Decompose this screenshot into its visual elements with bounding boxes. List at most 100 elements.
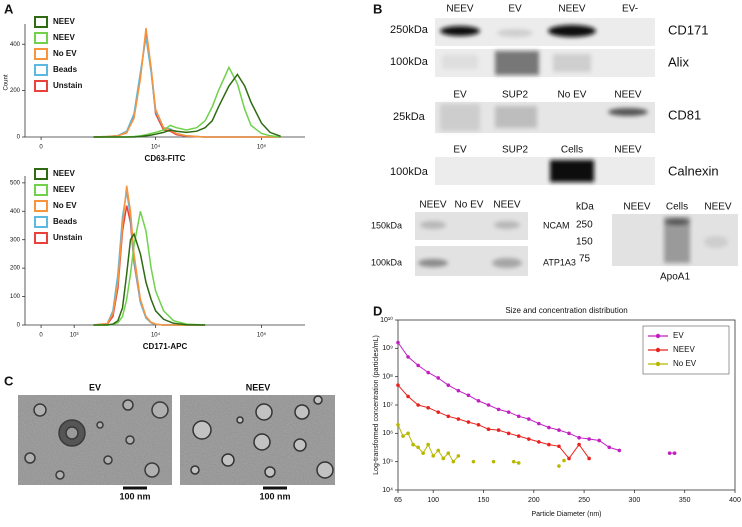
series-line bbox=[93, 37, 281, 138]
legend-label: NEEV bbox=[673, 345, 695, 354]
legend-label: NEEV bbox=[53, 33, 75, 42]
series-line bbox=[93, 211, 206, 326]
legend-label: Beads bbox=[53, 217, 78, 226]
data-point bbox=[471, 459, 476, 464]
lane-label: NEEV bbox=[493, 200, 521, 211]
data-point bbox=[547, 425, 551, 430]
data-point bbox=[406, 394, 410, 399]
data-point bbox=[456, 388, 461, 393]
series-line bbox=[93, 205, 206, 326]
x-axis-label: CD63-FITC bbox=[145, 154, 186, 163]
x-tick-label: 0 bbox=[39, 333, 43, 339]
legend-swatch bbox=[34, 168, 48, 180]
lane-label: SUP2 bbox=[502, 90, 529, 101]
data-point bbox=[456, 417, 461, 421]
data-point bbox=[577, 442, 581, 447]
data-point bbox=[562, 458, 566, 463]
x-tick-label: 400 bbox=[729, 497, 741, 504]
data-point bbox=[567, 431, 571, 436]
y-tick-label: 10⁵ bbox=[382, 459, 393, 466]
data-point bbox=[401, 434, 405, 438]
data-point bbox=[557, 444, 561, 449]
legend-label: Beads bbox=[53, 65, 78, 74]
protein-label: CD81 bbox=[668, 107, 701, 122]
micrograph-label: EV bbox=[89, 382, 101, 392]
data-point bbox=[537, 421, 541, 426]
x-tick-label: 10⁵ bbox=[257, 332, 267, 339]
data-point bbox=[436, 376, 441, 380]
legend-label: Unstain bbox=[53, 233, 82, 242]
ladder-unit: kDa bbox=[576, 202, 594, 213]
series-line bbox=[93, 65, 281, 138]
legend-swatch bbox=[655, 333, 661, 339]
data-point bbox=[416, 445, 420, 450]
size-label: 250kDa bbox=[390, 24, 429, 36]
lane-label: NEEV bbox=[614, 90, 642, 101]
y-tick-label: 200 bbox=[10, 266, 21, 272]
y-tick-label: 10⁷ bbox=[383, 402, 394, 409]
legend-label: NEEV bbox=[53, 169, 75, 178]
protein-label: NCAM bbox=[543, 220, 570, 230]
panel-label: A bbox=[4, 1, 14, 16]
data-point bbox=[446, 383, 451, 387]
data-point bbox=[396, 383, 400, 387]
data-point bbox=[547, 442, 551, 447]
data-point bbox=[496, 407, 501, 412]
legend-swatch bbox=[655, 361, 661, 367]
y-tick-label: 10⁶ bbox=[382, 430, 393, 437]
legend-label: Unstain bbox=[53, 81, 82, 90]
data-point bbox=[607, 445, 612, 450]
data-point bbox=[587, 456, 591, 461]
y-tick-label: 100 bbox=[10, 294, 21, 300]
data-point bbox=[476, 423, 481, 427]
lane-label: No EV bbox=[455, 200, 484, 211]
protein-label: Calnexin bbox=[668, 163, 719, 178]
y-tick-label: 400 bbox=[10, 209, 21, 215]
data-point bbox=[526, 417, 531, 421]
data-point bbox=[491, 459, 496, 464]
series-line bbox=[93, 27, 281, 138]
lane-label: NEEV bbox=[614, 145, 642, 156]
y-tick-label: 10⁴ bbox=[382, 487, 393, 494]
legend-swatch bbox=[34, 80, 48, 92]
data-point bbox=[406, 431, 410, 436]
legend-swatch bbox=[655, 347, 661, 353]
lane-label: SUP2 bbox=[502, 145, 529, 156]
series-line bbox=[397, 342, 675, 454]
data-point bbox=[411, 442, 415, 447]
x-tick-label: 150 bbox=[478, 497, 490, 504]
series-line bbox=[93, 32, 281, 138]
data-point bbox=[446, 451, 451, 455]
series-line bbox=[93, 73, 281, 138]
y-axis-label: Count bbox=[4, 74, 10, 90]
data-point bbox=[617, 448, 622, 453]
x-tick-label: 10⁴ bbox=[151, 332, 161, 339]
x-tick-label: 350 bbox=[679, 497, 691, 504]
data-point bbox=[516, 434, 521, 438]
ladder-label: 250 bbox=[576, 220, 593, 231]
size-label: 100kDa bbox=[371, 257, 402, 267]
panel-label: D bbox=[373, 303, 382, 318]
data-point bbox=[557, 464, 561, 468]
legend-swatch bbox=[34, 200, 48, 212]
x-tick-label: 10⁴ bbox=[151, 144, 161, 151]
data-point bbox=[456, 454, 461, 458]
legend-label: NEEV bbox=[53, 17, 75, 26]
micrograph-label: NEEV bbox=[246, 382, 271, 392]
x-tick-label: 10⁵ bbox=[257, 144, 267, 151]
y-tick-label: 300 bbox=[10, 237, 21, 243]
data-point bbox=[416, 403, 420, 407]
data-point bbox=[486, 427, 491, 431]
ladder-label: 150 bbox=[576, 237, 593, 248]
data-point bbox=[567, 456, 571, 461]
legend-label: EV bbox=[673, 331, 684, 340]
x-tick-label: 100 bbox=[427, 497, 439, 504]
size-label: 25kDa bbox=[393, 111, 426, 123]
data-point bbox=[672, 451, 677, 455]
y-tick-label: 400 bbox=[10, 42, 21, 48]
series-line bbox=[93, 232, 206, 326]
x-tick-label: 200 bbox=[528, 497, 540, 504]
data-point bbox=[587, 437, 591, 441]
y-tick-label: 10⁸ bbox=[382, 374, 393, 381]
data-point bbox=[426, 405, 430, 410]
